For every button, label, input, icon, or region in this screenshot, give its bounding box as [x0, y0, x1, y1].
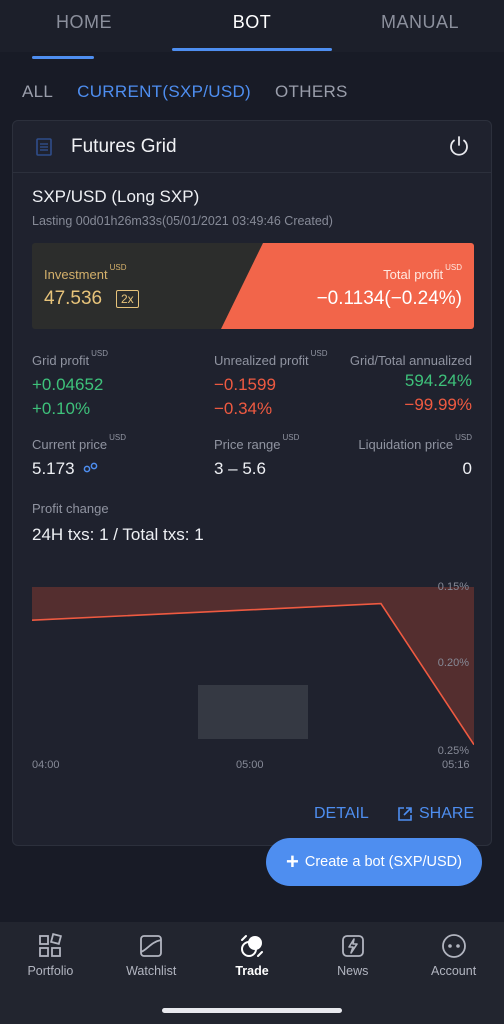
trade-icon — [240, 935, 263, 957]
current-price-value: 5.173 — [32, 459, 99, 479]
lasting-text: Lasting 00d01h26m33s(05/01/2021 03:49:46… — [32, 214, 333, 228]
annualized-label: Grid/Total annualized — [349, 353, 472, 368]
investment-label: Investment USD — [44, 263, 127, 282]
watchlist-icon — [140, 935, 163, 957]
nav-news-label: News — [337, 964, 369, 978]
bottom-nav: Portfolio Watchlist Trade News Account — [0, 922, 504, 1024]
home-tab-underline — [32, 56, 94, 59]
nav-watchlist-label: Watchlist — [126, 964, 177, 978]
grid-annualized-value: 594.24% — [404, 371, 472, 390]
y-tick-2: 0.25% — [437, 745, 469, 757]
detail-button[interactable]: DETAIL — [314, 805, 369, 822]
bot-card: Futures Grid SXP/USD (Long SXP) Lasting … — [12, 120, 492, 846]
nav-account[interactable]: Account — [403, 922, 504, 1024]
profit-change-label: Profit change — [32, 501, 109, 516]
pair-title: SXP/USD (Long SXP) — [32, 187, 200, 206]
tab-manual[interactable]: MANUAL — [380, 12, 459, 32]
total-profit-label: Total profit USD — [383, 263, 462, 282]
share-button[interactable]: SHARE — [397, 805, 474, 823]
grid-profit-label: Grid profit USD — [32, 349, 108, 368]
share-label: SHARE — [419, 805, 475, 822]
unrealized-profit-pct: −0.34% — [214, 399, 273, 418]
nav-news[interactable]: News — [302, 922, 403, 1024]
nav-trade-label: Trade — [235, 964, 269, 978]
nav-account-label: Account — [431, 964, 477, 978]
grid-profit-pct: +0.10% — [32, 399, 91, 418]
active-tab-underline — [172, 48, 332, 51]
nav-watchlist[interactable]: Watchlist — [101, 922, 202, 1024]
home-indicator — [162, 1008, 342, 1013]
plus-icon: + — [285, 849, 299, 874]
total-profit-value: −0.1134(−0.24%) — [316, 288, 462, 309]
chart-tooltip-placeholder — [198, 685, 308, 739]
filter-current[interactable]: CURRENT(SXP/USD) — [77, 82, 252, 101]
account-icon — [441, 934, 466, 958]
y-tick-1: 0.20% — [437, 657, 469, 669]
leverage-badge: 2x — [116, 290, 139, 308]
nav-portfolio-label: Portfolio — [27, 964, 74, 978]
power-icon[interactable] — [447, 134, 471, 158]
portfolio-icon — [39, 932, 63, 957]
transactions-count: 24H txs: 1 / Total txs: 1 — [32, 525, 204, 544]
current-price-label: Current price USD — [32, 433, 127, 452]
filter-others[interactable]: OTHERS — [275, 82, 348, 101]
banner-background — [221, 243, 474, 329]
create-bot-label: Create a bot (SXP/USD) — [304, 854, 462, 870]
grid-profit-value: +0.04652 — [32, 375, 104, 394]
card-title: Futures Grid — [71, 136, 177, 157]
x-tick-2: 05:16 — [442, 759, 470, 771]
card-header: Futures Grid — [13, 121, 491, 173]
price-range-value: 3 – 5.6 — [214, 459, 266, 478]
tab-home[interactable]: HOME — [56, 12, 112, 32]
nav-portfolio[interactable]: Portfolio — [0, 922, 101, 1024]
filter-bar: ALL CURRENT(SXP/USD) OTHERS — [22, 82, 348, 102]
x-tick-0: 04:00 — [32, 759, 60, 771]
grid-bot-icon — [36, 138, 52, 156]
price-range-label: Price range USD — [214, 433, 300, 452]
liquidation-price-label: Liquidation price USD — [358, 433, 472, 452]
unrealized-profit-value: −0.1599 — [214, 375, 276, 394]
unrealized-profit-label: Unrealized profit USD — [214, 349, 328, 368]
summary-banner: Investment USD 47.536 2x Total profit USD … — [32, 243, 474, 329]
share-icon — [398, 807, 412, 821]
nav-trade[interactable]: Trade — [202, 922, 303, 1024]
top-tab-bar: HOME BOT MANUAL — [0, 0, 504, 52]
profit-chart-svg — [31, 587, 475, 746]
create-bot-button[interactable]: + Create a bot (SXP/USD) — [266, 838, 482, 886]
news-icon — [341, 935, 364, 957]
profit-area — [32, 587, 474, 745]
liquidation-price-value: 0 — [462, 459, 472, 478]
y-tick-0: 0.15% — [437, 581, 469, 593]
profit-line — [31, 602, 475, 746]
investment-value: 47.536 — [44, 288, 103, 309]
profit-chart: 0.15% 0.20% 0.25% 04:00 05:00 05:16 — [31, 577, 475, 777]
x-tick-1: 05:00 — [236, 759, 264, 771]
tab-bot[interactable]: BOT — [232, 12, 272, 32]
filter-all[interactable]: ALL — [22, 82, 54, 101]
price-link-icon[interactable] — [83, 462, 99, 474]
total-annualized-value: −99.99% — [404, 395, 472, 414]
